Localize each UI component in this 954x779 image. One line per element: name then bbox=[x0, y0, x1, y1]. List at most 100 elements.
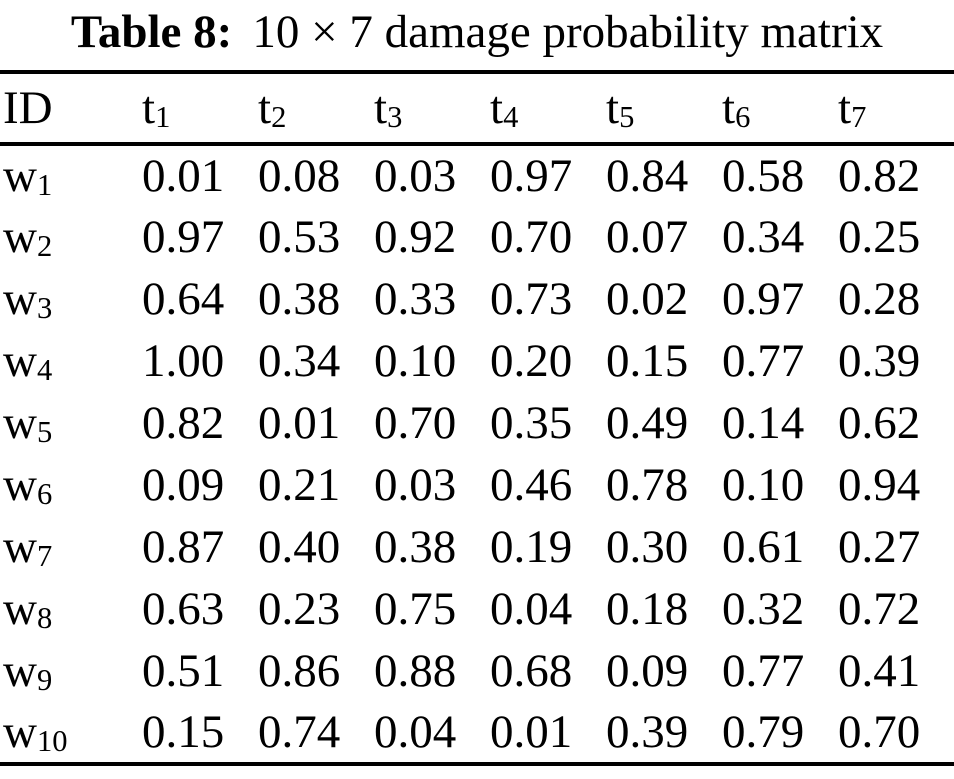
probability-value-cell: 0.33 bbox=[374, 273, 457, 325]
probability-value-cell: 0.39 bbox=[606, 706, 689, 758]
probability-value-cell: 0.78 bbox=[606, 459, 689, 511]
row-id-subscript: 10 bbox=[36, 724, 68, 759]
row-id-subscript: 4 bbox=[36, 353, 53, 388]
row-id-subscript: 2 bbox=[36, 229, 53, 264]
probability-value-cell: 0.04 bbox=[374, 706, 457, 758]
probability-value-cell: 0.32 bbox=[722, 583, 805, 635]
table-caption-text: 10 × 7 damage probability matrix bbox=[252, 6, 884, 58]
probability-value-cell: 0.97 bbox=[490, 150, 573, 202]
probability-value-cell: 0.82 bbox=[142, 397, 225, 449]
probability-value-cell: 0.74 bbox=[258, 706, 341, 758]
probability-value-cell: 0.38 bbox=[258, 273, 341, 325]
probability-value-cell: 0.70 bbox=[490, 211, 573, 263]
probability-value-cell: 0.40 bbox=[258, 521, 341, 573]
column-header-subscript: 6 bbox=[735, 100, 751, 135]
row-id-cell: w7 bbox=[0, 516, 142, 578]
column-header-base: t bbox=[258, 82, 272, 134]
probability-value-cell: 0.01 bbox=[142, 150, 225, 202]
probability-value-cell: 0.58 bbox=[722, 150, 805, 202]
row-id-base: w bbox=[3, 706, 37, 758]
row-id-base: w bbox=[3, 335, 37, 387]
probability-value-cell: 0.21 bbox=[258, 459, 341, 511]
row-id-subscript: 9 bbox=[36, 663, 53, 698]
column-header-base: t bbox=[606, 82, 620, 134]
column-header-base: t bbox=[490, 82, 504, 134]
row-id-cell: w8 bbox=[0, 578, 142, 640]
column-header-base: t bbox=[722, 82, 736, 134]
column-header-t3: t3 bbox=[374, 72, 490, 144]
row-id-cell: w3 bbox=[0, 268, 142, 330]
probability-value-cell: 0.62 bbox=[838, 397, 921, 449]
probability-value-cell: 0.53 bbox=[258, 211, 341, 263]
row-id-base: w bbox=[3, 583, 37, 635]
probability-value-cell: 0.39 bbox=[838, 335, 921, 387]
column-header-t7: t7 bbox=[838, 72, 954, 144]
probability-value-cell: 0.30 bbox=[606, 521, 689, 573]
table-header: ID t1 t2 t3 t4 t5 t6 t7 bbox=[0, 72, 954, 144]
column-header-base: t bbox=[374, 82, 388, 134]
probability-value-cell: 0.64 bbox=[142, 273, 225, 325]
table-row-w6: w6 0.09 0.21 0.03 0.46 0.78 0.10 0.94 bbox=[0, 454, 954, 516]
probability-value-cell: 0.23 bbox=[258, 583, 341, 635]
probability-value-cell: 0.87 bbox=[142, 521, 225, 573]
row-id-cell: w2 bbox=[0, 206, 142, 268]
probability-value-cell: 0.35 bbox=[490, 397, 573, 449]
probability-value-cell: 0.09 bbox=[142, 459, 225, 511]
probability-value-cell: 0.97 bbox=[142, 211, 225, 263]
probability-value-cell: 0.94 bbox=[838, 459, 921, 511]
table-row-w1: w1 0.01 0.08 0.03 0.97 0.84 0.58 0.82 bbox=[0, 144, 954, 206]
probability-value-cell: 0.79 bbox=[722, 706, 805, 758]
row-id-base: w bbox=[3, 150, 37, 202]
row-id-subscript: 1 bbox=[36, 168, 53, 203]
probability-value-cell: 0.70 bbox=[838, 706, 921, 758]
column-header-t2: t2 bbox=[258, 72, 374, 144]
probability-value-cell: 0.92 bbox=[374, 211, 457, 263]
probability-value-cell: 0.41 bbox=[838, 645, 921, 697]
probability-value-cell: 0.34 bbox=[722, 211, 805, 263]
column-header-subscript: 7 bbox=[851, 100, 867, 135]
probability-value-cell: 0.82 bbox=[838, 150, 921, 202]
row-id-subscript: 7 bbox=[36, 539, 53, 574]
row-id-base: w bbox=[3, 645, 37, 697]
probability-value-cell: 0.75 bbox=[374, 583, 457, 635]
probability-value-cell: 0.04 bbox=[490, 583, 573, 635]
table-row-w2: w2 0.97 0.53 0.92 0.70 0.07 0.34 0.25 bbox=[0, 206, 954, 268]
probability-value-cell: 0.07 bbox=[606, 211, 689, 263]
row-id-cell: w5 bbox=[0, 392, 142, 454]
probability-value-cell: 0.61 bbox=[722, 521, 805, 573]
column-header-t5: t5 bbox=[606, 72, 722, 144]
column-header-subscript: 3 bbox=[387, 100, 403, 135]
row-id-base: w bbox=[3, 397, 37, 449]
row-id-cell: w10 bbox=[0, 702, 142, 764]
table-caption-label: Table 8: bbox=[70, 6, 233, 58]
table-row-w8: w8 0.63 0.23 0.75 0.04 0.18 0.32 0.72 bbox=[0, 578, 954, 640]
probability-value-cell: 0.49 bbox=[606, 397, 689, 449]
row-id-base: w bbox=[3, 459, 37, 511]
probability-value-cell: 0.15 bbox=[606, 335, 689, 387]
probability-value-cell: 0.70 bbox=[374, 397, 457, 449]
row-id-subscript: 3 bbox=[36, 291, 53, 326]
row-id-base: w bbox=[3, 211, 37, 263]
probability-value-cell: 0.10 bbox=[374, 335, 457, 387]
probability-value-cell: 0.38 bbox=[374, 521, 457, 573]
probability-value-cell: 0.18 bbox=[606, 583, 689, 635]
probability-value-cell: 0.77 bbox=[722, 645, 805, 697]
probability-value-cell: 0.27 bbox=[838, 521, 921, 573]
table-caption: Table 8: 10 × 7 damage probability matrix bbox=[0, 0, 954, 70]
probability-value-cell: 0.51 bbox=[142, 645, 225, 697]
table-row-w4: w4 1.00 0.34 0.10 0.20 0.15 0.77 0.39 bbox=[0, 330, 954, 392]
row-id-cell: w4 bbox=[0, 330, 142, 392]
damage-probability-table: ID t1 t2 t3 t4 t5 t6 t7 w1 0.01 0.08 0.03 0.97 0.84 0… bbox=[0, 70, 954, 766]
probability-value-cell: 0.03 bbox=[374, 459, 457, 511]
probability-value-cell: 0.19 bbox=[490, 521, 573, 573]
table-row-w10: w10 0.15 0.74 0.04 0.01 0.39 0.79 0.70 bbox=[0, 702, 954, 764]
table-header-row: ID t1 t2 t3 t4 t5 t6 t7 bbox=[0, 72, 954, 144]
row-id-cell: w1 bbox=[0, 144, 142, 206]
probability-value-cell: 0.34 bbox=[258, 335, 341, 387]
probability-value-cell: 0.63 bbox=[142, 583, 225, 635]
probability-value-cell: 0.97 bbox=[722, 273, 805, 325]
column-header-t1: t1 bbox=[142, 72, 258, 144]
table-row-w9: w9 0.51 0.86 0.88 0.68 0.09 0.77 0.41 bbox=[0, 640, 954, 702]
probability-value-cell: 0.09 bbox=[606, 645, 689, 697]
probability-value-cell: 0.01 bbox=[490, 706, 573, 758]
